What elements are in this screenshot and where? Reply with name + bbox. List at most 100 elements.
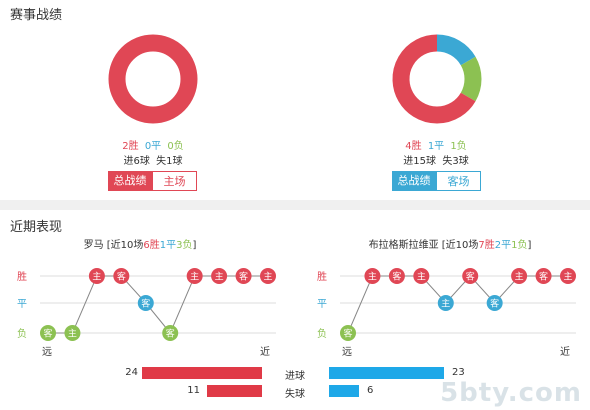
goals-against-left-value: 11 xyxy=(187,385,200,396)
section-title-match-record: 赛事战绩 xyxy=(10,8,63,23)
x-label-far: 远 xyxy=(342,346,352,358)
goals-against-label: 失球 xyxy=(285,389,305,400)
right-recent-header: 布拉格斯拉维亚 [近10场7胜2平1负] xyxy=(340,236,560,251)
match-point[interactable]: 主 xyxy=(260,268,276,284)
y-label-win: 胜 xyxy=(17,271,27,283)
match-point[interactable]: 客 xyxy=(113,268,130,284)
section-title-recent-form: 近期表现 xyxy=(10,220,63,235)
match-marker xyxy=(511,268,528,284)
left-recent-suffix: ] xyxy=(192,240,197,251)
right-goals-summary: 进15球 失3球 xyxy=(403,156,469,167)
right-pie-chart xyxy=(392,34,482,124)
match-venue-label: 客 xyxy=(166,328,175,340)
right-tab-overall[interactable]: 总战绩 xyxy=(392,171,436,191)
pie-slice-win xyxy=(392,34,476,124)
match-marker xyxy=(137,295,154,311)
match-point[interactable]: 客 xyxy=(235,268,252,284)
left-tab-overall[interactable]: 总战绩 xyxy=(108,171,152,191)
match-point[interactable]: 主 xyxy=(64,325,81,341)
match-marker xyxy=(162,325,179,341)
pie-slice-loss xyxy=(460,56,482,102)
goals-for-left-bar xyxy=(142,367,262,379)
match-marker xyxy=(40,325,56,341)
right-recent-suffix: ] xyxy=(527,240,532,251)
y-label-loss: 负 xyxy=(17,327,27,340)
right-recent-wins: 7胜 xyxy=(478,240,495,251)
match-venue-label: 主 xyxy=(215,271,224,283)
y-label-draw: 平 xyxy=(317,299,327,310)
left-tab-home[interactable]: 主场 xyxy=(152,171,197,191)
match-point[interactable]: 客 xyxy=(162,325,179,341)
right-recent-losses: 1负 xyxy=(511,240,528,251)
left-loss-count: 0负 xyxy=(167,141,184,152)
match-point[interactable]: 主 xyxy=(88,268,105,284)
match-point[interactable]: 主 xyxy=(437,295,454,311)
recent-form-panel: 近期表现 罗马 [近10场6胜1平3负] 布拉格斯拉维亚 [近10场7胜2平1负… xyxy=(0,210,590,410)
match-marker xyxy=(486,295,503,311)
goals-for-right-bar xyxy=(329,367,444,379)
goals-for-label: 进球 xyxy=(285,371,305,382)
match-venue-label: 主 xyxy=(190,271,199,283)
match-venue-label: 客 xyxy=(117,271,126,283)
right-summary-counts: 4胜 1平 1负 xyxy=(343,137,529,152)
match-point[interactable]: 客 xyxy=(535,268,552,284)
right-draw-count: 1平 xyxy=(427,141,445,152)
form-line xyxy=(347,275,568,334)
match-record-panel: 赛事战绩 2胜 0平 0负 进6球 失1球 总战绩 主场 4胜 1平 1负 进1… xyxy=(0,0,590,200)
match-point[interactable]: 主 xyxy=(186,268,203,284)
match-point[interactable]: 客 xyxy=(340,325,356,341)
match-venue-label: 主 xyxy=(417,271,426,283)
match-marker xyxy=(235,268,252,284)
match-point[interactable]: 客 xyxy=(137,295,154,311)
y-label-loss: 负 xyxy=(317,327,327,340)
left-recent-prefix: [近10场 xyxy=(103,240,144,251)
left-draw-count: 0平 xyxy=(144,141,162,152)
match-venue-label: 主 xyxy=(563,271,572,283)
match-venue-label: 客 xyxy=(539,271,548,283)
right-form-chart: 胜平负 客主客主主客客主客主远近 xyxy=(317,268,576,358)
left-win-count: 2胜 xyxy=(122,141,139,152)
match-point[interactable]: 客 xyxy=(40,325,56,341)
match-venue-label: 客 xyxy=(392,271,401,283)
match-point[interactable]: 主 xyxy=(560,268,576,284)
right-recent-draws: 2平 xyxy=(494,240,512,251)
match-venue-label: 客 xyxy=(141,298,150,310)
match-marker xyxy=(364,268,381,284)
match-marker xyxy=(211,268,228,284)
match-marker xyxy=(560,268,576,284)
match-point[interactable]: 客 xyxy=(462,268,479,284)
match-marker xyxy=(535,268,552,284)
match-point[interactable]: 主 xyxy=(364,268,381,284)
match-marker xyxy=(340,325,356,341)
match-venue-label: 主 xyxy=(515,271,524,283)
match-venue-label: 客 xyxy=(343,328,352,340)
left-summary-counts: 2胜 0平 0负 xyxy=(60,137,246,152)
match-venue-label: 主 xyxy=(368,271,377,283)
right-win-count: 4胜 xyxy=(405,141,422,152)
site-watermark: 5bty.com xyxy=(440,378,582,408)
left-goals-summary: 进6球 失1球 xyxy=(123,156,183,167)
match-point[interactable]: 主 xyxy=(413,268,430,284)
left-recent-losses: 3负 xyxy=(176,240,193,251)
form-line xyxy=(48,275,268,334)
match-point[interactable]: 客 xyxy=(388,268,405,284)
match-point[interactable]: 主 xyxy=(211,268,228,284)
match-marker xyxy=(462,268,479,284)
left-recent-header: 罗马 [近10场6胜1平3负] xyxy=(40,236,240,251)
x-label-near: 近 xyxy=(260,345,270,358)
match-point[interactable]: 客 xyxy=(486,295,503,311)
match-marker xyxy=(413,268,430,284)
match-marker xyxy=(64,325,81,341)
goals-for-left-value: 24 xyxy=(125,367,138,378)
right-tab-away[interactable]: 客场 xyxy=(436,171,481,191)
x-label-far: 远 xyxy=(42,346,52,358)
match-venue-label: 客 xyxy=(466,271,475,283)
match-marker xyxy=(437,295,454,311)
match-point[interactable]: 主 xyxy=(511,268,528,284)
left-pie-chart xyxy=(108,34,198,124)
match-venue-label: 主 xyxy=(441,298,450,310)
right-recent-prefix: [近10场 xyxy=(438,240,479,251)
match-marker xyxy=(88,268,105,284)
match-marker xyxy=(186,268,203,284)
left-recent-draws: 1平 xyxy=(159,240,177,251)
